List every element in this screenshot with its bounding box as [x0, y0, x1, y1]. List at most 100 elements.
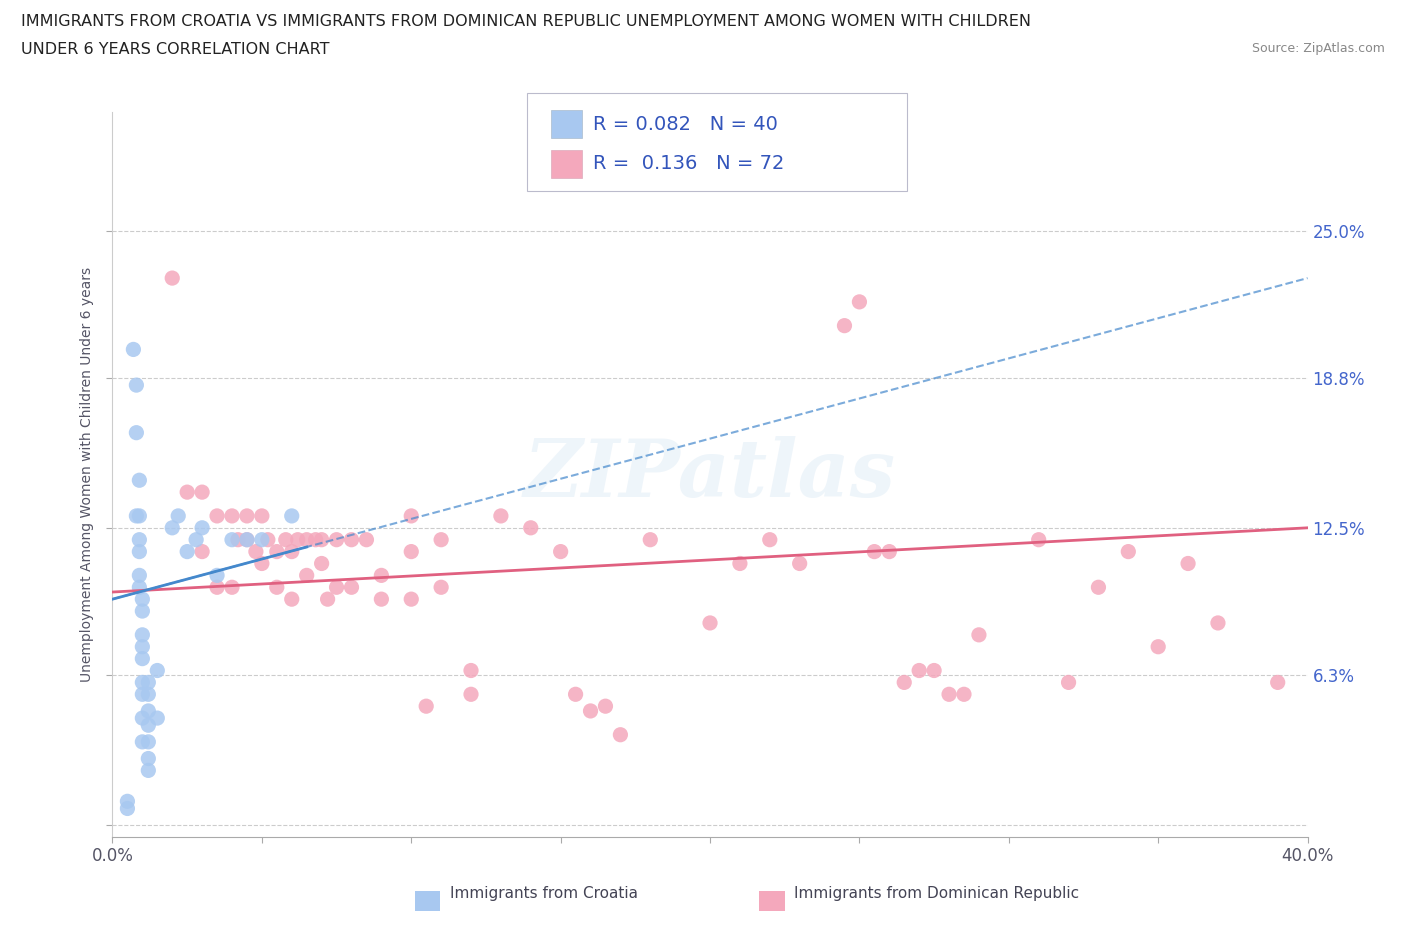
Point: [131, 687, 153, 702]
Point: [131, 639, 153, 654]
Point: [128, 532, 150, 547]
Point: [176, 544, 198, 559]
Point: [245, 544, 267, 559]
Point: [236, 532, 259, 547]
Point: [287, 532, 309, 547]
Point: [430, 579, 453, 594]
Point: [131, 711, 153, 725]
Point: [460, 663, 482, 678]
Point: [131, 628, 153, 643]
Point: [370, 568, 392, 583]
Point: [125, 509, 148, 524]
Point: [131, 735, 153, 750]
Point: [221, 579, 243, 594]
Point: [863, 544, 886, 559]
Point: [191, 485, 214, 499]
Point: [834, 318, 856, 333]
Point: [131, 591, 153, 606]
Point: [489, 509, 512, 524]
Point: [295, 532, 318, 547]
Point: [138, 718, 160, 733]
Point: [311, 532, 333, 547]
Point: [250, 556, 273, 571]
Point: [401, 591, 423, 606]
Y-axis label: Unemployment Among Women with Children Under 6 years: Unemployment Among Women with Children U…: [80, 267, 94, 682]
Point: [789, 556, 811, 571]
Point: [236, 509, 259, 524]
Point: [205, 568, 228, 583]
Text: Source: ZipAtlas.com: Source: ZipAtlas.com: [1251, 42, 1385, 55]
Point: [226, 532, 249, 547]
Text: UNDER 6 YEARS CORRELATION CHART: UNDER 6 YEARS CORRELATION CHART: [21, 42, 329, 57]
Point: [250, 532, 273, 547]
Point: [167, 509, 190, 524]
Point: [520, 521, 543, 536]
Point: [125, 425, 148, 440]
Point: [370, 591, 392, 606]
Point: [953, 687, 976, 702]
Point: [138, 675, 160, 690]
Point: [1267, 675, 1289, 690]
Point: [138, 763, 160, 777]
Point: [221, 532, 243, 547]
Point: [191, 544, 214, 559]
Point: [250, 509, 273, 524]
Point: [415, 698, 437, 713]
Point: [122, 342, 145, 357]
Point: [325, 579, 347, 594]
Text: ZIPatlas: ZIPatlas: [524, 435, 896, 513]
Point: [340, 532, 363, 547]
Point: [879, 544, 901, 559]
Point: [1028, 532, 1050, 547]
Point: [117, 801, 139, 816]
Point: [311, 556, 333, 571]
Point: [640, 532, 662, 547]
Point: [579, 703, 602, 718]
Point: [316, 591, 339, 606]
Point: [138, 687, 160, 702]
Point: [162, 271, 183, 286]
Point: [699, 616, 721, 631]
Point: [595, 698, 617, 713]
Point: [274, 532, 297, 547]
Text: IMMIGRANTS FROM CROATIA VS IMMIGRANTS FROM DOMINICAN REPUBLIC UNEMPLOYMENT AMONG: IMMIGRANTS FROM CROATIA VS IMMIGRANTS FR…: [21, 14, 1031, 29]
Point: [1177, 556, 1199, 571]
Point: [128, 472, 150, 487]
Point: [1147, 639, 1170, 654]
Point: [176, 485, 198, 499]
Point: [281, 544, 304, 559]
Point: [128, 544, 150, 559]
Point: [131, 651, 153, 666]
Point: [125, 378, 148, 392]
Point: [131, 604, 153, 618]
Text: Immigrants from Croatia: Immigrants from Croatia: [450, 886, 638, 901]
Point: [128, 568, 150, 583]
Point: [759, 532, 782, 547]
Point: [266, 579, 288, 594]
Point: [186, 532, 208, 547]
Point: [138, 751, 160, 766]
Point: [893, 675, 915, 690]
Point: [236, 532, 259, 547]
Point: [191, 521, 214, 536]
Point: [305, 532, 328, 547]
Point: [430, 532, 453, 547]
Point: [848, 295, 870, 310]
Point: [205, 579, 228, 594]
Point: [131, 675, 153, 690]
Point: [162, 521, 183, 536]
Point: [938, 687, 960, 702]
Point: [728, 556, 751, 571]
Point: [138, 703, 160, 718]
Point: [1087, 579, 1109, 594]
Point: [128, 579, 150, 594]
Point: [1118, 544, 1140, 559]
Point: [128, 509, 150, 524]
Point: [550, 544, 572, 559]
Point: [609, 727, 631, 742]
Point: [340, 579, 363, 594]
Point: [1206, 616, 1229, 631]
Point: [295, 568, 318, 583]
Point: [281, 509, 304, 524]
Text: R =  0.136   N = 72: R = 0.136 N = 72: [593, 154, 785, 173]
